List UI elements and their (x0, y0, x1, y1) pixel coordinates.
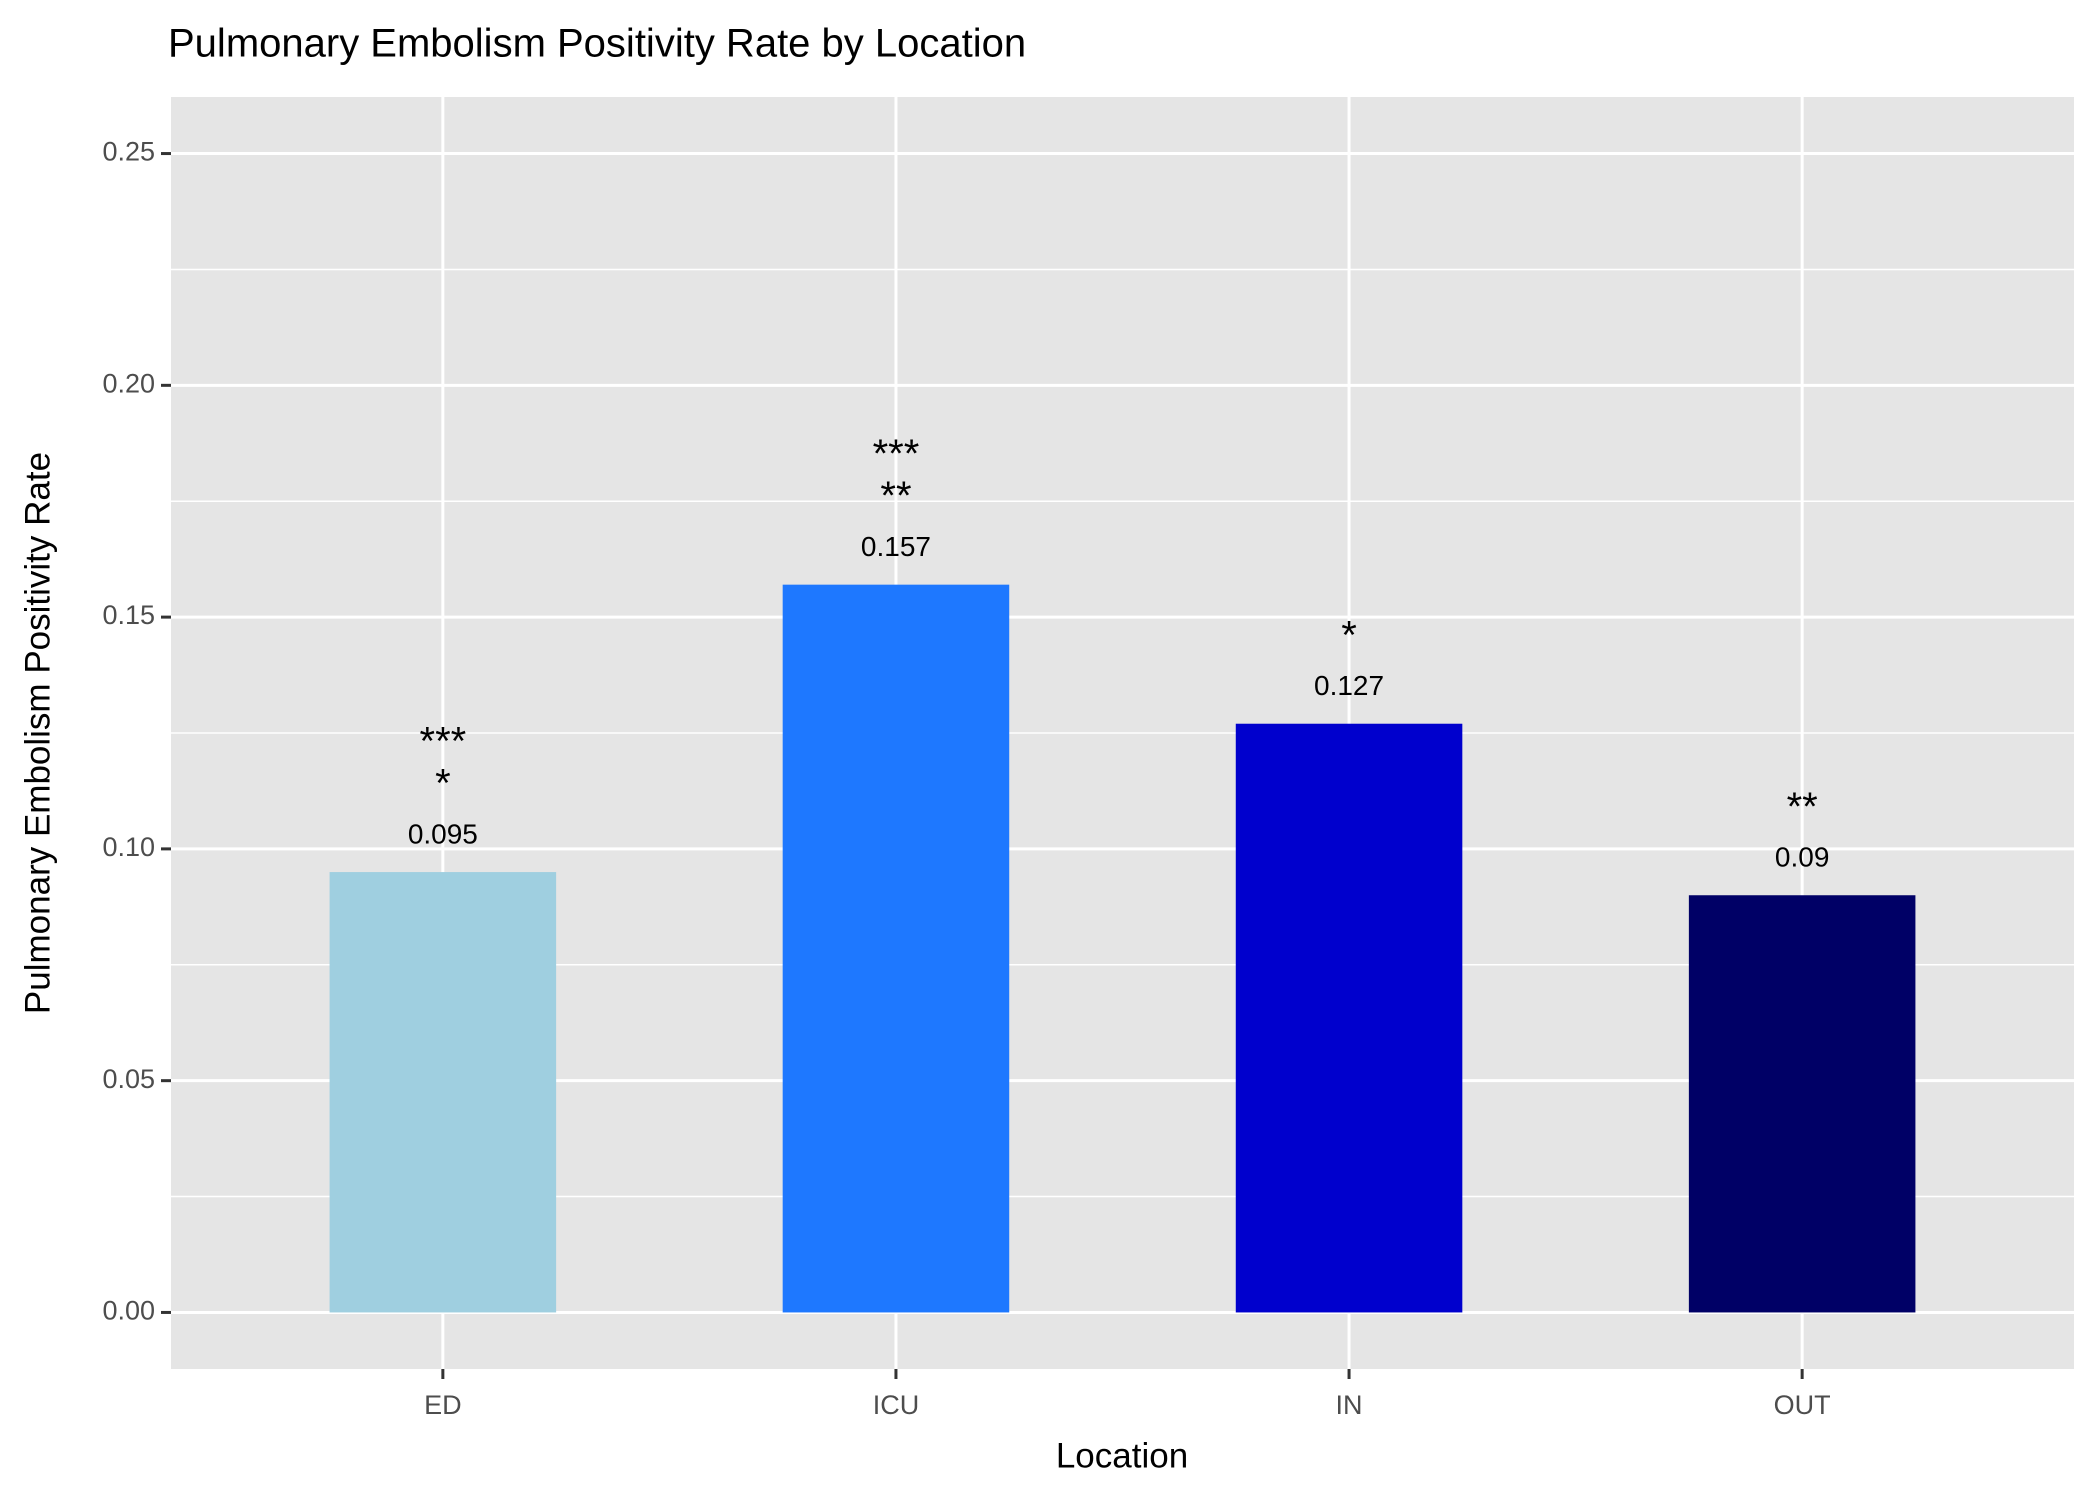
y-axis-title: Pulmonary Embolism Positivity Rate (18, 452, 57, 1014)
x-axis-title: Location (1056, 1436, 1188, 1475)
y-tick-label: 0.05 (102, 1064, 155, 1094)
bar (1688, 895, 1916, 1313)
significance-label: * (1341, 613, 1357, 657)
value-label: 0.157 (861, 531, 931, 562)
chart-title: Pulmonary Embolism Positivity Rate by Lo… (168, 22, 1026, 66)
bar (1235, 723, 1463, 1313)
x-tick-label: OUT (1774, 1390, 1831, 1420)
x-tick-label: ICU (873, 1390, 920, 1420)
significance-label: ** (880, 474, 911, 518)
y-tick-label: 0.15 (102, 600, 155, 630)
y-tick-label: 0.20 (102, 368, 155, 398)
y-tick-label: 0.00 (102, 1296, 155, 1326)
x-tick-label: ED (424, 1390, 462, 1420)
x-tick-label: IN (1336, 1390, 1363, 1420)
y-tick-label: 0.25 (102, 137, 155, 167)
significance-label: *** (873, 432, 920, 476)
value-label: 0.095 (408, 818, 478, 849)
significance-label: *** (420, 720, 467, 764)
significance-label: ** (1787, 785, 1818, 829)
bar (782, 584, 1010, 1313)
y-tick-label: 0.10 (102, 832, 155, 862)
bar (329, 872, 557, 1313)
significance-label: * (435, 762, 451, 806)
value-label: 0.09 (1775, 842, 1830, 873)
value-label: 0.127 (1314, 670, 1384, 701)
